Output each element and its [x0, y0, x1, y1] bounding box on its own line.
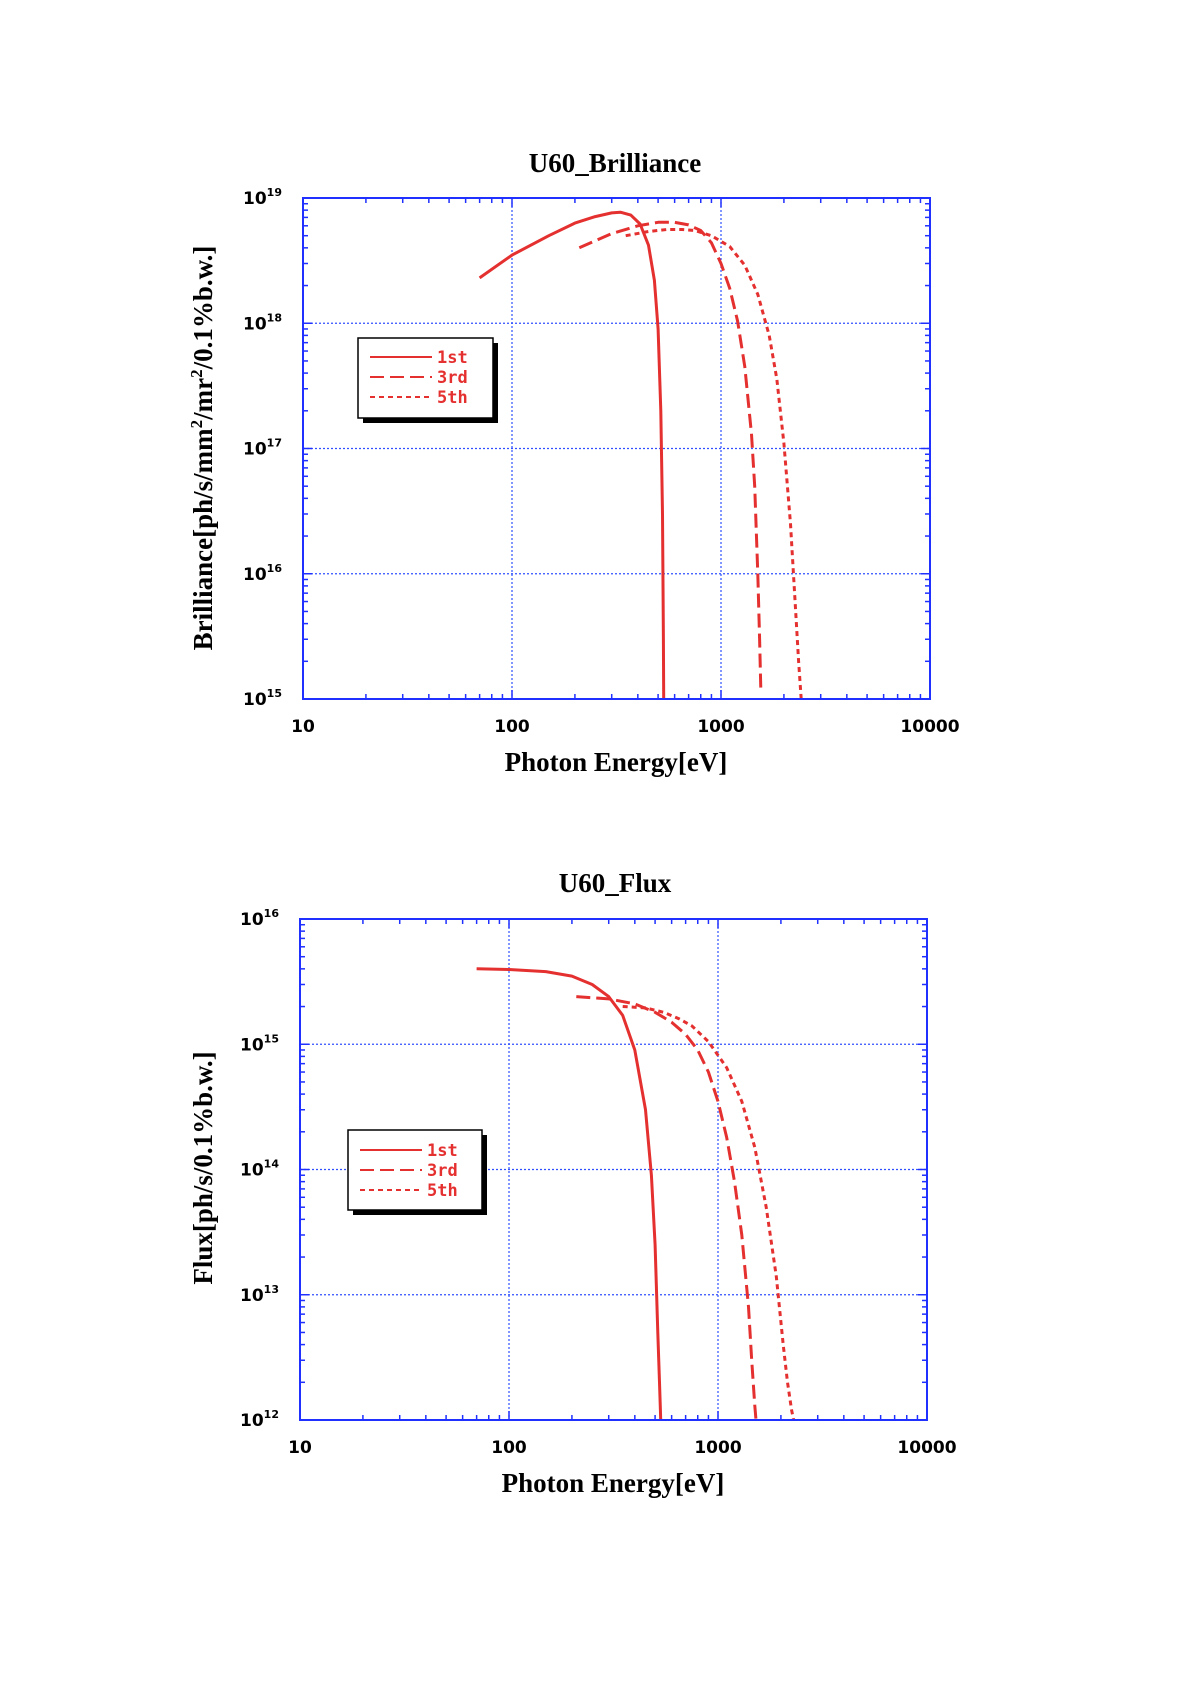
- series-line-5th: [622, 1005, 796, 1421]
- series-line-1st: [478, 210, 666, 700]
- series-group: [476, 967, 796, 1421]
- y-tick-label: 1015: [243, 687, 282, 710]
- y-axis-title-sup: 2: [187, 369, 206, 378]
- series-line-1st: [476, 967, 663, 1421]
- y-tick-label: 1017: [243, 437, 282, 460]
- y-tick-label: 1016: [240, 907, 279, 930]
- y-tick-label: 1014: [240, 1158, 279, 1181]
- x-axis-title: Photon Energy[eV]: [505, 747, 728, 777]
- legend-label: 5th: [437, 388, 468, 408]
- y-tick-label: 1018: [243, 311, 282, 334]
- y-axis-title-part: /0.1%b.w.]: [188, 246, 218, 371]
- legend: 1st 3rd 5th: [347, 1129, 487, 1215]
- y-tick-label: 1019: [243, 186, 282, 209]
- series-group: [478, 210, 803, 700]
- x-axis-title: Photon Energy[eV]: [502, 1468, 725, 1498]
- y-tick-label: 1012: [240, 1408, 279, 1431]
- series-line-3rd: [578, 220, 763, 690]
- flux-chart: U60_Flux 10 100 1000 10000 1012 1013 1014 1015…: [188, 868, 957, 1498]
- legend-label: 3rd: [437, 368, 468, 388]
- legend-label: 1st: [427, 1141, 458, 1161]
- brilliance-chart: U60_Brilliance 10 100 1000 10000 1015101610…: [187, 148, 960, 777]
- x-tick-label: 100: [491, 1438, 527, 1458]
- y-tick-label: 1015: [240, 1032, 279, 1055]
- chart-title: U60_Flux: [559, 868, 672, 898]
- x-tick-label: 1000: [694, 1438, 741, 1458]
- x-tick-labels: 10 100 1000 10000: [288, 1438, 957, 1458]
- y-axis-title-sup: 2: [187, 420, 206, 429]
- y-axis-title-part: Flux[ph/s/0.1%b.w.]: [188, 1051, 218, 1284]
- x-tick-label: 10000: [897, 1438, 956, 1458]
- x-tick-label: 10: [288, 1438, 312, 1458]
- chart-title: U60_Brilliance: [529, 148, 701, 178]
- y-tick-labels: 1015 1016 1017 1018 1019: [243, 186, 282, 710]
- series-line-3rd: [576, 995, 758, 1421]
- legend: 1st 3rd 5th: [357, 337, 498, 423]
- x-tick-label: 100: [494, 717, 530, 737]
- x-tick-label: 10000: [900, 717, 959, 737]
- y-axis-title: Brilliance[ph/s/mm2/mr2/0.1%b.w.]: [187, 246, 218, 651]
- y-tick-label: 1013: [240, 1283, 279, 1306]
- legend-label: 5th: [427, 1181, 458, 1201]
- series-line-5th: [625, 228, 803, 700]
- x-tick-label: 10: [291, 717, 315, 737]
- plot-frame: [299, 918, 928, 1421]
- legend-label: 3rd: [427, 1161, 458, 1181]
- gridlines: [303, 198, 930, 699]
- y-tick-label: 1016: [243, 562, 282, 585]
- plot-frame: [302, 197, 931, 700]
- legend-label: 1st: [437, 348, 468, 368]
- x-tick-labels: 10 100 1000 10000: [291, 717, 960, 737]
- y-axis-title-part: /mr: [188, 378, 218, 421]
- y-axis-title-part: Brilliance[ph/s/mm: [188, 428, 218, 651]
- y-axis-title: Flux[ph/s/0.1%b.w.]: [188, 1051, 218, 1284]
- y-tick-labels: 1012 1013 1014 1015 1016: [240, 907, 279, 1431]
- x-tick-label: 1000: [697, 717, 744, 737]
